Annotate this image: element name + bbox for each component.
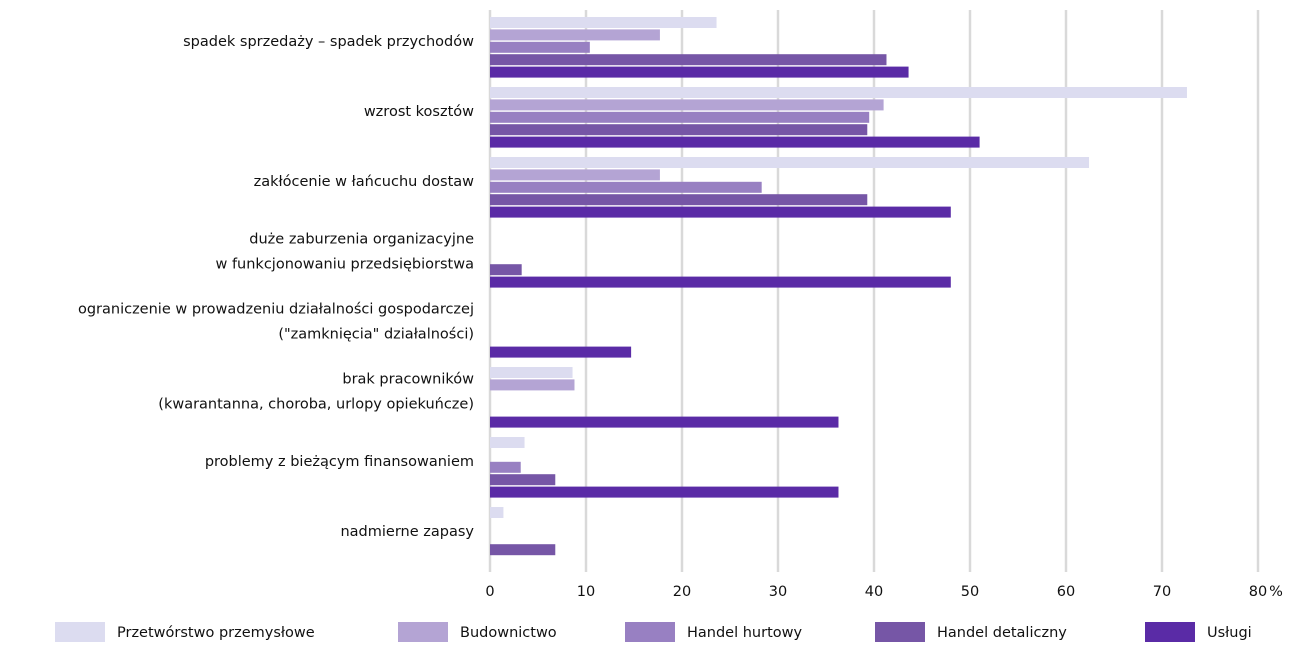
bar: [490, 486, 839, 498]
legend-label: Usługi: [1207, 625, 1252, 641]
bar: [490, 206, 951, 218]
category-label: w funkcjonowaniu przedsiębiorstwa: [215, 257, 474, 273]
category-label: brak pracowników: [342, 372, 474, 388]
category-label: duże zaburzenia organizacyjne: [249, 232, 474, 248]
bar: [490, 276, 951, 288]
bar: [490, 181, 762, 193]
bar: [490, 507, 504, 518]
category-label: wzrost kosztów: [364, 104, 474, 120]
bar: [490, 136, 980, 148]
category-label: ograniczenie w prowadzeniu działalności …: [78, 302, 474, 318]
bar: [490, 124, 868, 136]
bar: [490, 544, 556, 556]
category-label: problemy z bieżącym finansowaniem: [205, 454, 474, 470]
x-tick-label: 0: [485, 584, 494, 600]
bar: [490, 379, 575, 391]
bar: [490, 87, 1187, 98]
bar: [490, 111, 870, 123]
category-label: ("zamknięcia" działalności): [278, 327, 474, 343]
category-label: spadek sprzedaży – spadek przychodów: [183, 34, 474, 50]
x-axis-label: %: [1269, 584, 1283, 600]
bar: [490, 346, 632, 358]
bar: [490, 264, 522, 276]
bar: [490, 461, 521, 473]
bar: [490, 99, 884, 111]
x-tick-label: 30: [769, 584, 787, 600]
x-tick-label: 40: [865, 584, 883, 600]
bar: [490, 17, 717, 28]
x-tick-label: 70: [1153, 584, 1171, 600]
legend-label: Przetwórstwo przemysłowe: [117, 625, 315, 641]
category-label: (kwarantanna, choroba, urlopy opiekuńcze…: [158, 397, 474, 413]
legend-swatch: [625, 622, 675, 642]
legend-swatch: [55, 622, 105, 642]
legend-label: Handel hurtowy: [687, 625, 802, 641]
x-tick-label: 10: [577, 584, 595, 600]
bar: [490, 194, 868, 206]
legend-label: Budownictwo: [460, 625, 557, 641]
x-tick-label: 50: [961, 584, 979, 600]
x-tick-label: 80: [1249, 584, 1267, 600]
legend-swatch: [875, 622, 925, 642]
x-tick-label: 20: [673, 584, 691, 600]
category-label: nadmierne zapasy: [340, 524, 474, 540]
bar: [490, 54, 887, 66]
category-label: zakłócenie w łańcuchu dostaw: [254, 174, 475, 190]
legend-swatch: [1145, 622, 1195, 642]
bar: [490, 29, 660, 41]
bar: [490, 169, 660, 181]
x-tick-label: 60: [1057, 584, 1075, 600]
legend-swatch: [398, 622, 448, 642]
bar: [490, 157, 1090, 168]
bar: [490, 367, 573, 378]
bar: [490, 474, 556, 486]
bar: [490, 66, 909, 78]
bar: [490, 437, 525, 448]
bar: [490, 41, 590, 53]
bar: [490, 416, 839, 428]
legend-label: Handel detaliczny: [937, 625, 1067, 641]
